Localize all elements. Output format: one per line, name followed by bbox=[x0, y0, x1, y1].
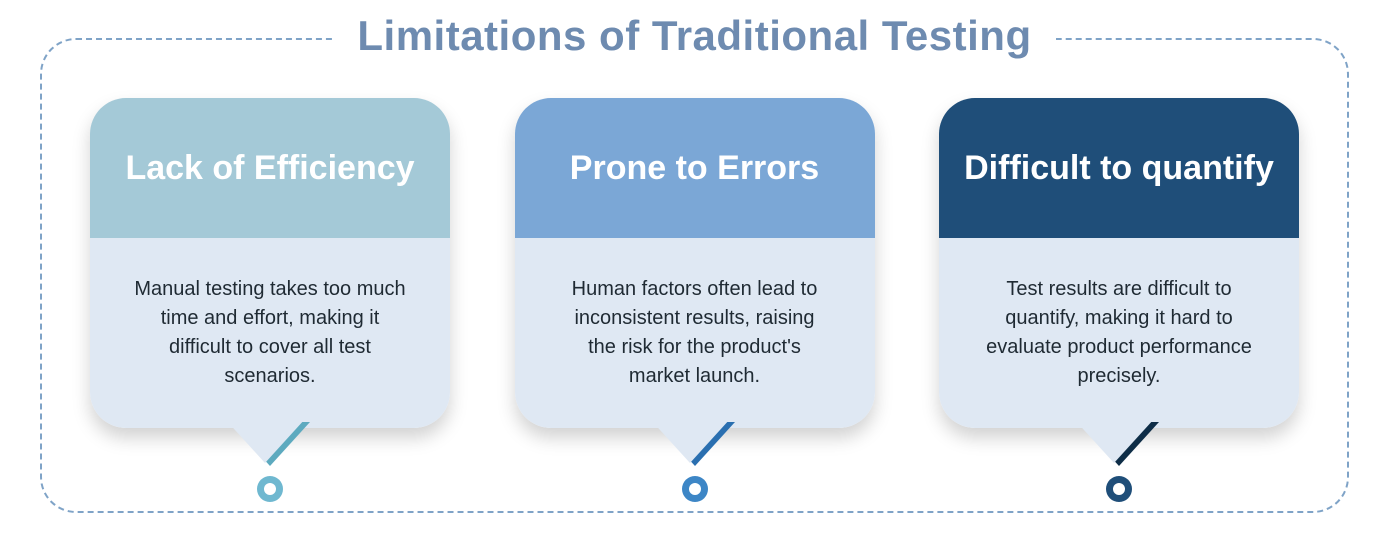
card-head: Lack of Efficiency bbox=[90, 98, 450, 238]
card-inner: Difficult to quantify Test results are d… bbox=[939, 98, 1299, 428]
bullet-dot-icon bbox=[679, 473, 711, 505]
card-inner: Lack of Efficiency Manual testing takes … bbox=[90, 98, 450, 428]
card-body: Human factors often lead to inconsistent… bbox=[515, 238, 875, 428]
card-head: Difficult to quantify bbox=[939, 98, 1299, 238]
title-wrap: Limitations of Traditional Testing bbox=[0, 12, 1389, 60]
card-head-text: Difficult to quantify bbox=[964, 147, 1274, 190]
card-body: Manual testing takes too much time and e… bbox=[90, 238, 450, 428]
card-body-text: Human factors often lead to inconsistent… bbox=[559, 275, 831, 391]
card-head-text: Prone to Errors bbox=[570, 147, 819, 190]
card-body-text: Manual testing takes too much time and e… bbox=[134, 275, 406, 391]
card-head: Prone to Errors bbox=[515, 98, 875, 238]
card-inner: Prone to Errors Human factors often lead… bbox=[515, 98, 875, 428]
card-head-text: Lack of Efficiency bbox=[125, 147, 414, 190]
bullet-dot-icon bbox=[1103, 473, 1135, 505]
cards-row: Lack of Efficiency Manual testing takes … bbox=[90, 98, 1299, 428]
card-efficiency: Lack of Efficiency Manual testing takes … bbox=[90, 98, 450, 428]
card-quantify: Difficult to quantify Test results are d… bbox=[939, 98, 1299, 428]
card-body: Test results are difficult to quantify, … bbox=[939, 238, 1299, 428]
card-errors: Prone to Errors Human factors often lead… bbox=[515, 98, 875, 428]
card-body-text: Test results are difficult to quantify, … bbox=[983, 275, 1255, 391]
page-title: Limitations of Traditional Testing bbox=[333, 12, 1055, 60]
bullet-dot-icon bbox=[254, 473, 286, 505]
